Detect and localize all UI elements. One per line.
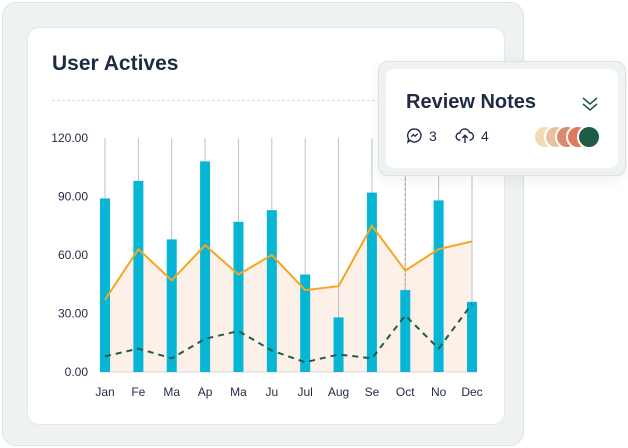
y-tick-label: 90.00 xyxy=(58,190,88,204)
bar xyxy=(300,274,311,372)
uploads-count: 4 xyxy=(481,127,489,144)
chat-icon xyxy=(406,128,422,144)
x-tick-label: Oct xyxy=(396,385,415,399)
avatar[interactable] xyxy=(577,125,601,149)
area-fill xyxy=(105,225,472,372)
comments-count: 3 xyxy=(429,127,437,144)
uploads-meta[interactable]: 4 xyxy=(455,127,489,144)
cloud-upload-icon xyxy=(455,128,475,143)
x-tick-label: Ma xyxy=(163,385,180,399)
y-tick-label: 30.00 xyxy=(58,307,88,321)
x-tick-label: Ma xyxy=(230,385,247,399)
avatar-group[interactable] xyxy=(533,125,603,149)
user-actives-chart: 0.00 30.00 60.00 90.00 120.00 Jan Fe Ma Ap Ma Ju Ju… xyxy=(51,131,482,399)
x-tick-label: Ap xyxy=(198,385,213,399)
chevron-double-down-icon[interactable] xyxy=(580,93,600,115)
bar xyxy=(166,239,177,372)
bar xyxy=(400,290,411,372)
x-tick-label: Dec xyxy=(461,385,482,399)
bar xyxy=(333,317,344,372)
review-notes-card[interactable]: Review Notes 3 4 xyxy=(386,69,618,168)
bar xyxy=(433,200,444,372)
y-tick-label: 0.00 xyxy=(65,365,89,379)
title-divider xyxy=(52,100,480,101)
x-tick-label: Jan xyxy=(95,385,114,399)
x-tick-label: Aug xyxy=(328,385,349,399)
x-tick-label: Ju xyxy=(265,385,278,399)
x-tick-label: Jul xyxy=(298,385,313,399)
bar xyxy=(366,192,377,372)
bar xyxy=(100,198,110,372)
area-line xyxy=(104,223,473,301)
bar xyxy=(133,180,144,372)
bar xyxy=(233,221,244,372)
review-notes-panel: Review Notes 3 4 xyxy=(378,61,626,176)
card-title: User Actives xyxy=(52,52,179,75)
x-tick-label: Se xyxy=(365,385,380,399)
y-tick-label: 120.00 xyxy=(51,131,88,145)
y-tick-label: 60.00 xyxy=(58,248,88,262)
x-tick-label: No xyxy=(431,385,447,399)
bar xyxy=(266,210,277,372)
review-notes-title: Review Notes xyxy=(406,91,537,113)
comments-meta[interactable]: 3 xyxy=(406,127,437,144)
bar xyxy=(200,161,211,372)
bar xyxy=(467,301,477,372)
x-tick-label: Fe xyxy=(131,385,145,399)
dashed-line xyxy=(104,303,473,364)
